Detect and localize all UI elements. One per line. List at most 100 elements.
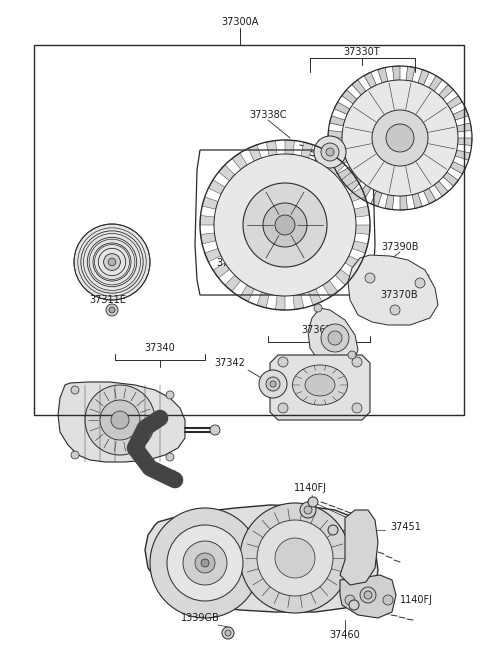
Polygon shape — [450, 162, 466, 174]
Polygon shape — [308, 308, 358, 368]
Polygon shape — [232, 153, 247, 170]
Polygon shape — [309, 289, 322, 305]
Circle shape — [259, 370, 287, 398]
Circle shape — [321, 143, 339, 161]
Polygon shape — [393, 66, 400, 81]
Text: 37390B: 37390B — [381, 242, 419, 252]
Polygon shape — [371, 191, 382, 206]
Polygon shape — [364, 72, 376, 88]
Polygon shape — [266, 141, 277, 156]
Text: 1140FJ: 1140FJ — [400, 595, 433, 605]
Circle shape — [183, 541, 227, 585]
Bar — [34, 45, 464, 415]
Polygon shape — [378, 67, 388, 83]
Polygon shape — [352, 241, 368, 253]
Circle shape — [167, 525, 243, 601]
Polygon shape — [447, 96, 462, 109]
Circle shape — [352, 357, 362, 367]
Polygon shape — [225, 275, 241, 291]
Polygon shape — [330, 116, 345, 126]
Polygon shape — [423, 188, 436, 204]
Polygon shape — [248, 145, 262, 161]
Circle shape — [106, 304, 118, 316]
Text: 1140FJ: 1140FJ — [293, 483, 326, 493]
Circle shape — [300, 502, 316, 518]
Polygon shape — [201, 233, 216, 244]
Circle shape — [308, 497, 318, 507]
Polygon shape — [453, 109, 468, 120]
Polygon shape — [285, 140, 295, 155]
Polygon shape — [457, 123, 472, 132]
Circle shape — [74, 224, 150, 300]
Polygon shape — [340, 575, 396, 618]
Polygon shape — [340, 172, 357, 187]
Circle shape — [372, 110, 428, 166]
Text: 37334: 37334 — [350, 143, 381, 153]
Polygon shape — [205, 248, 221, 262]
Polygon shape — [455, 150, 470, 160]
Polygon shape — [208, 179, 225, 194]
Polygon shape — [385, 195, 394, 210]
Polygon shape — [293, 294, 304, 309]
Circle shape — [365, 273, 375, 283]
Circle shape — [214, 154, 356, 296]
Circle shape — [328, 331, 342, 345]
Circle shape — [275, 538, 315, 578]
Circle shape — [210, 425, 220, 435]
Polygon shape — [334, 102, 350, 115]
Circle shape — [415, 278, 425, 288]
Circle shape — [166, 453, 174, 461]
Polygon shape — [335, 269, 351, 285]
Polygon shape — [406, 66, 415, 81]
Circle shape — [314, 304, 322, 312]
Polygon shape — [329, 159, 345, 175]
Circle shape — [304, 506, 312, 514]
Text: 37332: 37332 — [360, 125, 391, 135]
Polygon shape — [337, 167, 353, 180]
Polygon shape — [348, 255, 438, 325]
Circle shape — [71, 451, 79, 459]
Polygon shape — [200, 215, 215, 225]
Circle shape — [109, 307, 115, 313]
Polygon shape — [257, 292, 269, 308]
Polygon shape — [240, 285, 254, 301]
Polygon shape — [270, 355, 370, 420]
Circle shape — [352, 403, 362, 413]
Circle shape — [328, 525, 338, 535]
Polygon shape — [347, 177, 361, 191]
Polygon shape — [332, 156, 347, 167]
Text: 37451: 37451 — [390, 522, 421, 532]
Circle shape — [326, 148, 334, 156]
Polygon shape — [439, 84, 454, 99]
Circle shape — [386, 124, 414, 152]
Circle shape — [85, 385, 155, 455]
Circle shape — [314, 136, 346, 168]
Circle shape — [270, 381, 276, 387]
Polygon shape — [352, 80, 366, 95]
Polygon shape — [276, 295, 285, 310]
Ellipse shape — [305, 374, 335, 396]
Circle shape — [243, 183, 327, 267]
Circle shape — [278, 357, 288, 367]
Polygon shape — [429, 75, 443, 91]
Circle shape — [111, 411, 129, 429]
Polygon shape — [418, 69, 429, 85]
Polygon shape — [316, 149, 330, 165]
Polygon shape — [358, 185, 371, 200]
Circle shape — [266, 377, 280, 391]
Circle shape — [195, 553, 215, 573]
Polygon shape — [218, 165, 235, 181]
Circle shape — [275, 215, 295, 235]
Polygon shape — [145, 505, 378, 612]
Polygon shape — [458, 138, 472, 145]
Text: 37300A: 37300A — [221, 17, 259, 27]
Circle shape — [364, 591, 372, 599]
Circle shape — [108, 258, 116, 266]
Polygon shape — [340, 510, 378, 585]
Circle shape — [222, 627, 234, 639]
Text: 37340: 37340 — [144, 343, 175, 353]
Polygon shape — [412, 193, 422, 208]
Polygon shape — [328, 130, 342, 138]
Polygon shape — [349, 188, 365, 202]
Polygon shape — [58, 382, 185, 462]
